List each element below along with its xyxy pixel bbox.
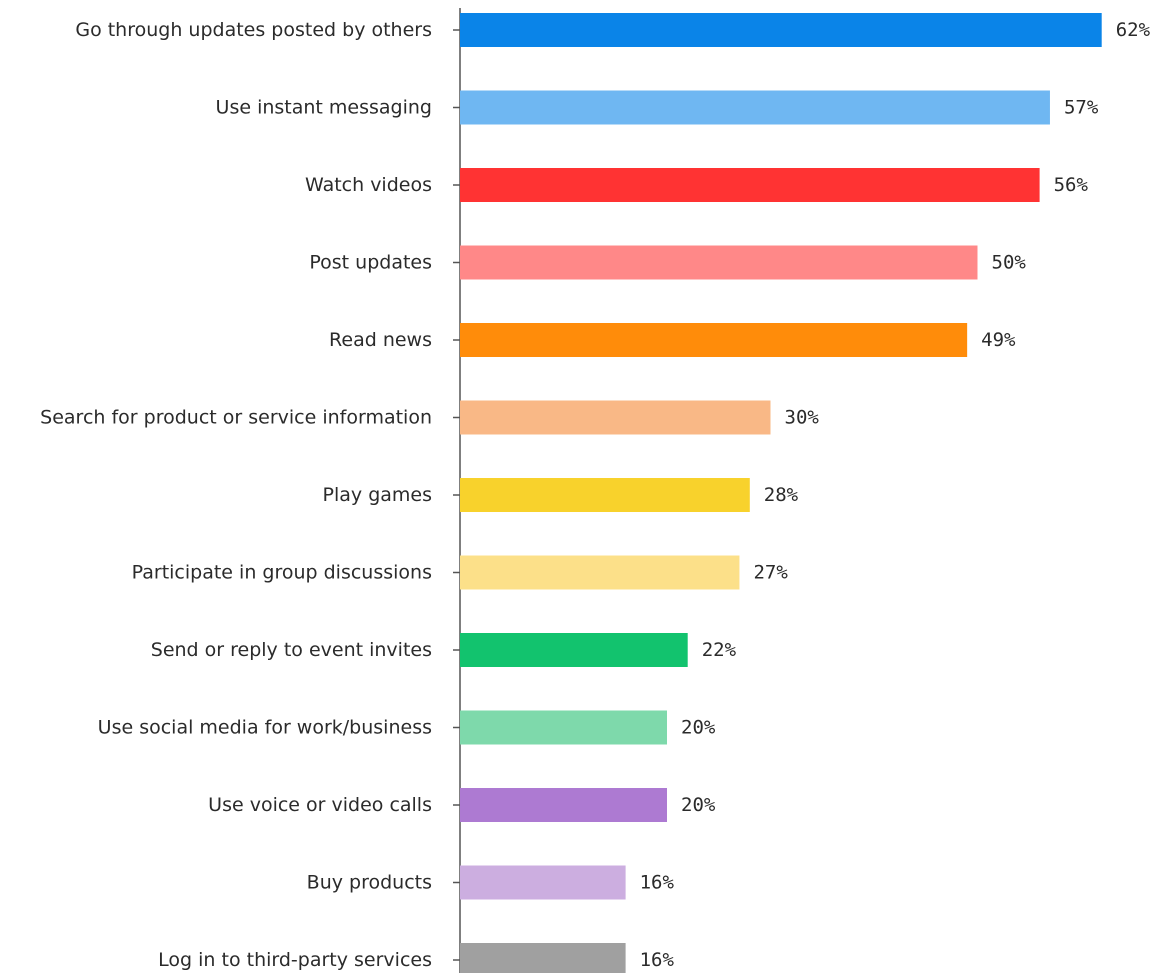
value-label: 16% xyxy=(640,949,675,971)
category-label: Play games xyxy=(323,484,432,506)
value-label: 16% xyxy=(640,872,675,894)
bar xyxy=(460,478,750,512)
category-label: Post updates xyxy=(309,252,432,274)
bar xyxy=(460,245,978,280)
category-label: Go through updates posted by others xyxy=(75,19,432,41)
value-label: 62% xyxy=(1116,19,1151,41)
bar xyxy=(460,943,626,977)
bar xyxy=(460,400,771,435)
category-label: Use instant messaging xyxy=(216,97,432,119)
category-label: Read news xyxy=(329,329,432,351)
category-label: Use social media for work/business xyxy=(98,717,432,739)
bar xyxy=(460,555,740,590)
value-label: 30% xyxy=(785,407,820,429)
category-label: Buy products xyxy=(307,872,432,894)
bar xyxy=(460,865,626,900)
value-label: 20% xyxy=(681,794,716,816)
bar xyxy=(460,90,1050,125)
bar xyxy=(460,788,667,822)
value-label: 20% xyxy=(681,717,716,739)
bar xyxy=(460,323,968,357)
bar xyxy=(460,13,1102,47)
value-label: 27% xyxy=(753,562,788,584)
value-label: 22% xyxy=(702,639,737,661)
bar xyxy=(460,633,688,667)
category-label: Log in to third-party services xyxy=(158,949,432,971)
value-label: 50% xyxy=(992,252,1027,274)
value-label: 57% xyxy=(1064,97,1099,119)
category-label: Use voice or video calls xyxy=(208,794,432,816)
category-label: Participate in group discussions xyxy=(132,562,432,584)
category-label: Send or reply to event invites xyxy=(151,639,432,661)
category-label: Watch videos xyxy=(305,174,432,196)
value-label: 28% xyxy=(764,484,799,506)
bar xyxy=(460,168,1040,202)
value-label: 49% xyxy=(981,329,1016,351)
category-label: Search for product or service informatio… xyxy=(40,407,432,429)
bar xyxy=(460,710,667,745)
value-label: 56% xyxy=(1054,174,1089,196)
